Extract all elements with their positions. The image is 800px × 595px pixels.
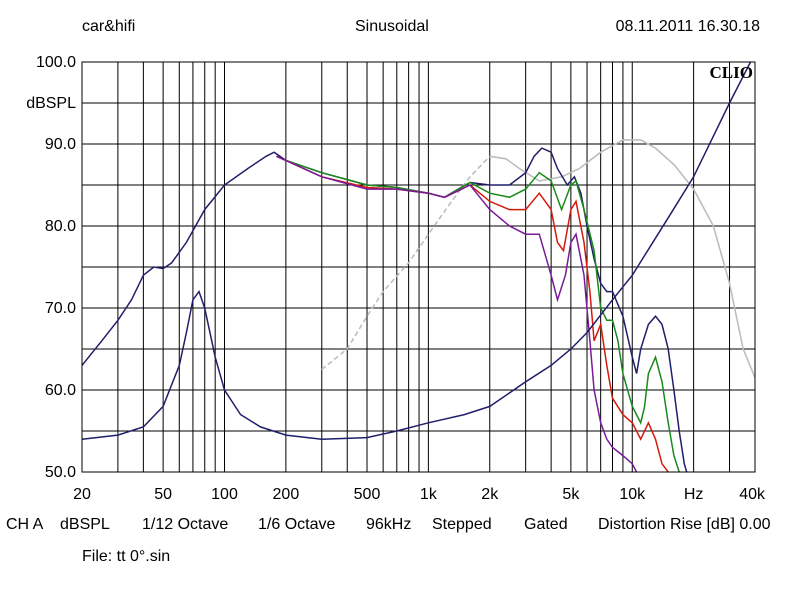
x-tick-label: 200 — [273, 486, 300, 503]
clio-logo: CLIO — [710, 63, 753, 82]
x-tick-label: 1k — [420, 486, 438, 503]
series-line — [276, 155, 680, 472]
axis-ticks: 100.0 90.0 80.0 70.0 60.0 50.0 dBSPL 20 50 100 200… — [26, 54, 766, 503]
y-tick-label: 100.0 — [36, 54, 76, 71]
file-label: File: tt 0°.sin — [82, 548, 171, 565]
series-line — [82, 62, 752, 440]
grid-lines — [81, 61, 756, 473]
mode-label: Stepped — [432, 516, 492, 533]
units-label: dBSPL — [60, 516, 110, 533]
y-axis-label: dBSPL — [26, 95, 76, 112]
brand-label: car&hifi — [82, 18, 136, 35]
y-tick-label: 80.0 — [45, 218, 76, 235]
smoothing2-label: 1/6 Octave — [258, 516, 336, 533]
series-line — [321, 155, 491, 371]
x-tick-label: 5k — [562, 486, 580, 503]
channel-label: CH A — [6, 516, 44, 533]
series-line — [276, 155, 669, 472]
x-tick-label: 2k — [481, 486, 499, 503]
series-line — [82, 147, 688, 472]
rate-label: 96kHz — [366, 516, 412, 533]
series-line — [276, 155, 638, 472]
smoothing1-label: 1/12 Octave — [142, 516, 229, 533]
y-tick-label: 60.0 — [45, 382, 76, 399]
timestamp: 08.11.2011 16.30.18 — [615, 18, 760, 35]
gating-label: Gated — [524, 516, 568, 533]
plot-border — [81, 61, 756, 473]
x-tick-label: 40k — [739, 486, 766, 503]
y-tick-label: 90.0 — [45, 136, 76, 153]
series-line — [489, 139, 755, 379]
x-tick-label: 10k — [619, 486, 646, 503]
measurement-type: Sinusoidal — [355, 18, 429, 35]
x-tick-label: 20 — [73, 486, 91, 503]
curves — [82, 62, 755, 472]
distortion-label: Distortion Rise [dB] 0.00 — [598, 516, 771, 533]
y-tick-label: 70.0 — [45, 300, 76, 317]
y-tick-label: 50.0 — [45, 464, 76, 481]
x-tick-label: 50 — [154, 486, 172, 503]
x-tick-label: 100 — [211, 486, 238, 503]
x-tick-label: 500 — [354, 486, 381, 503]
x-tick-label: Hz — [684, 486, 704, 503]
